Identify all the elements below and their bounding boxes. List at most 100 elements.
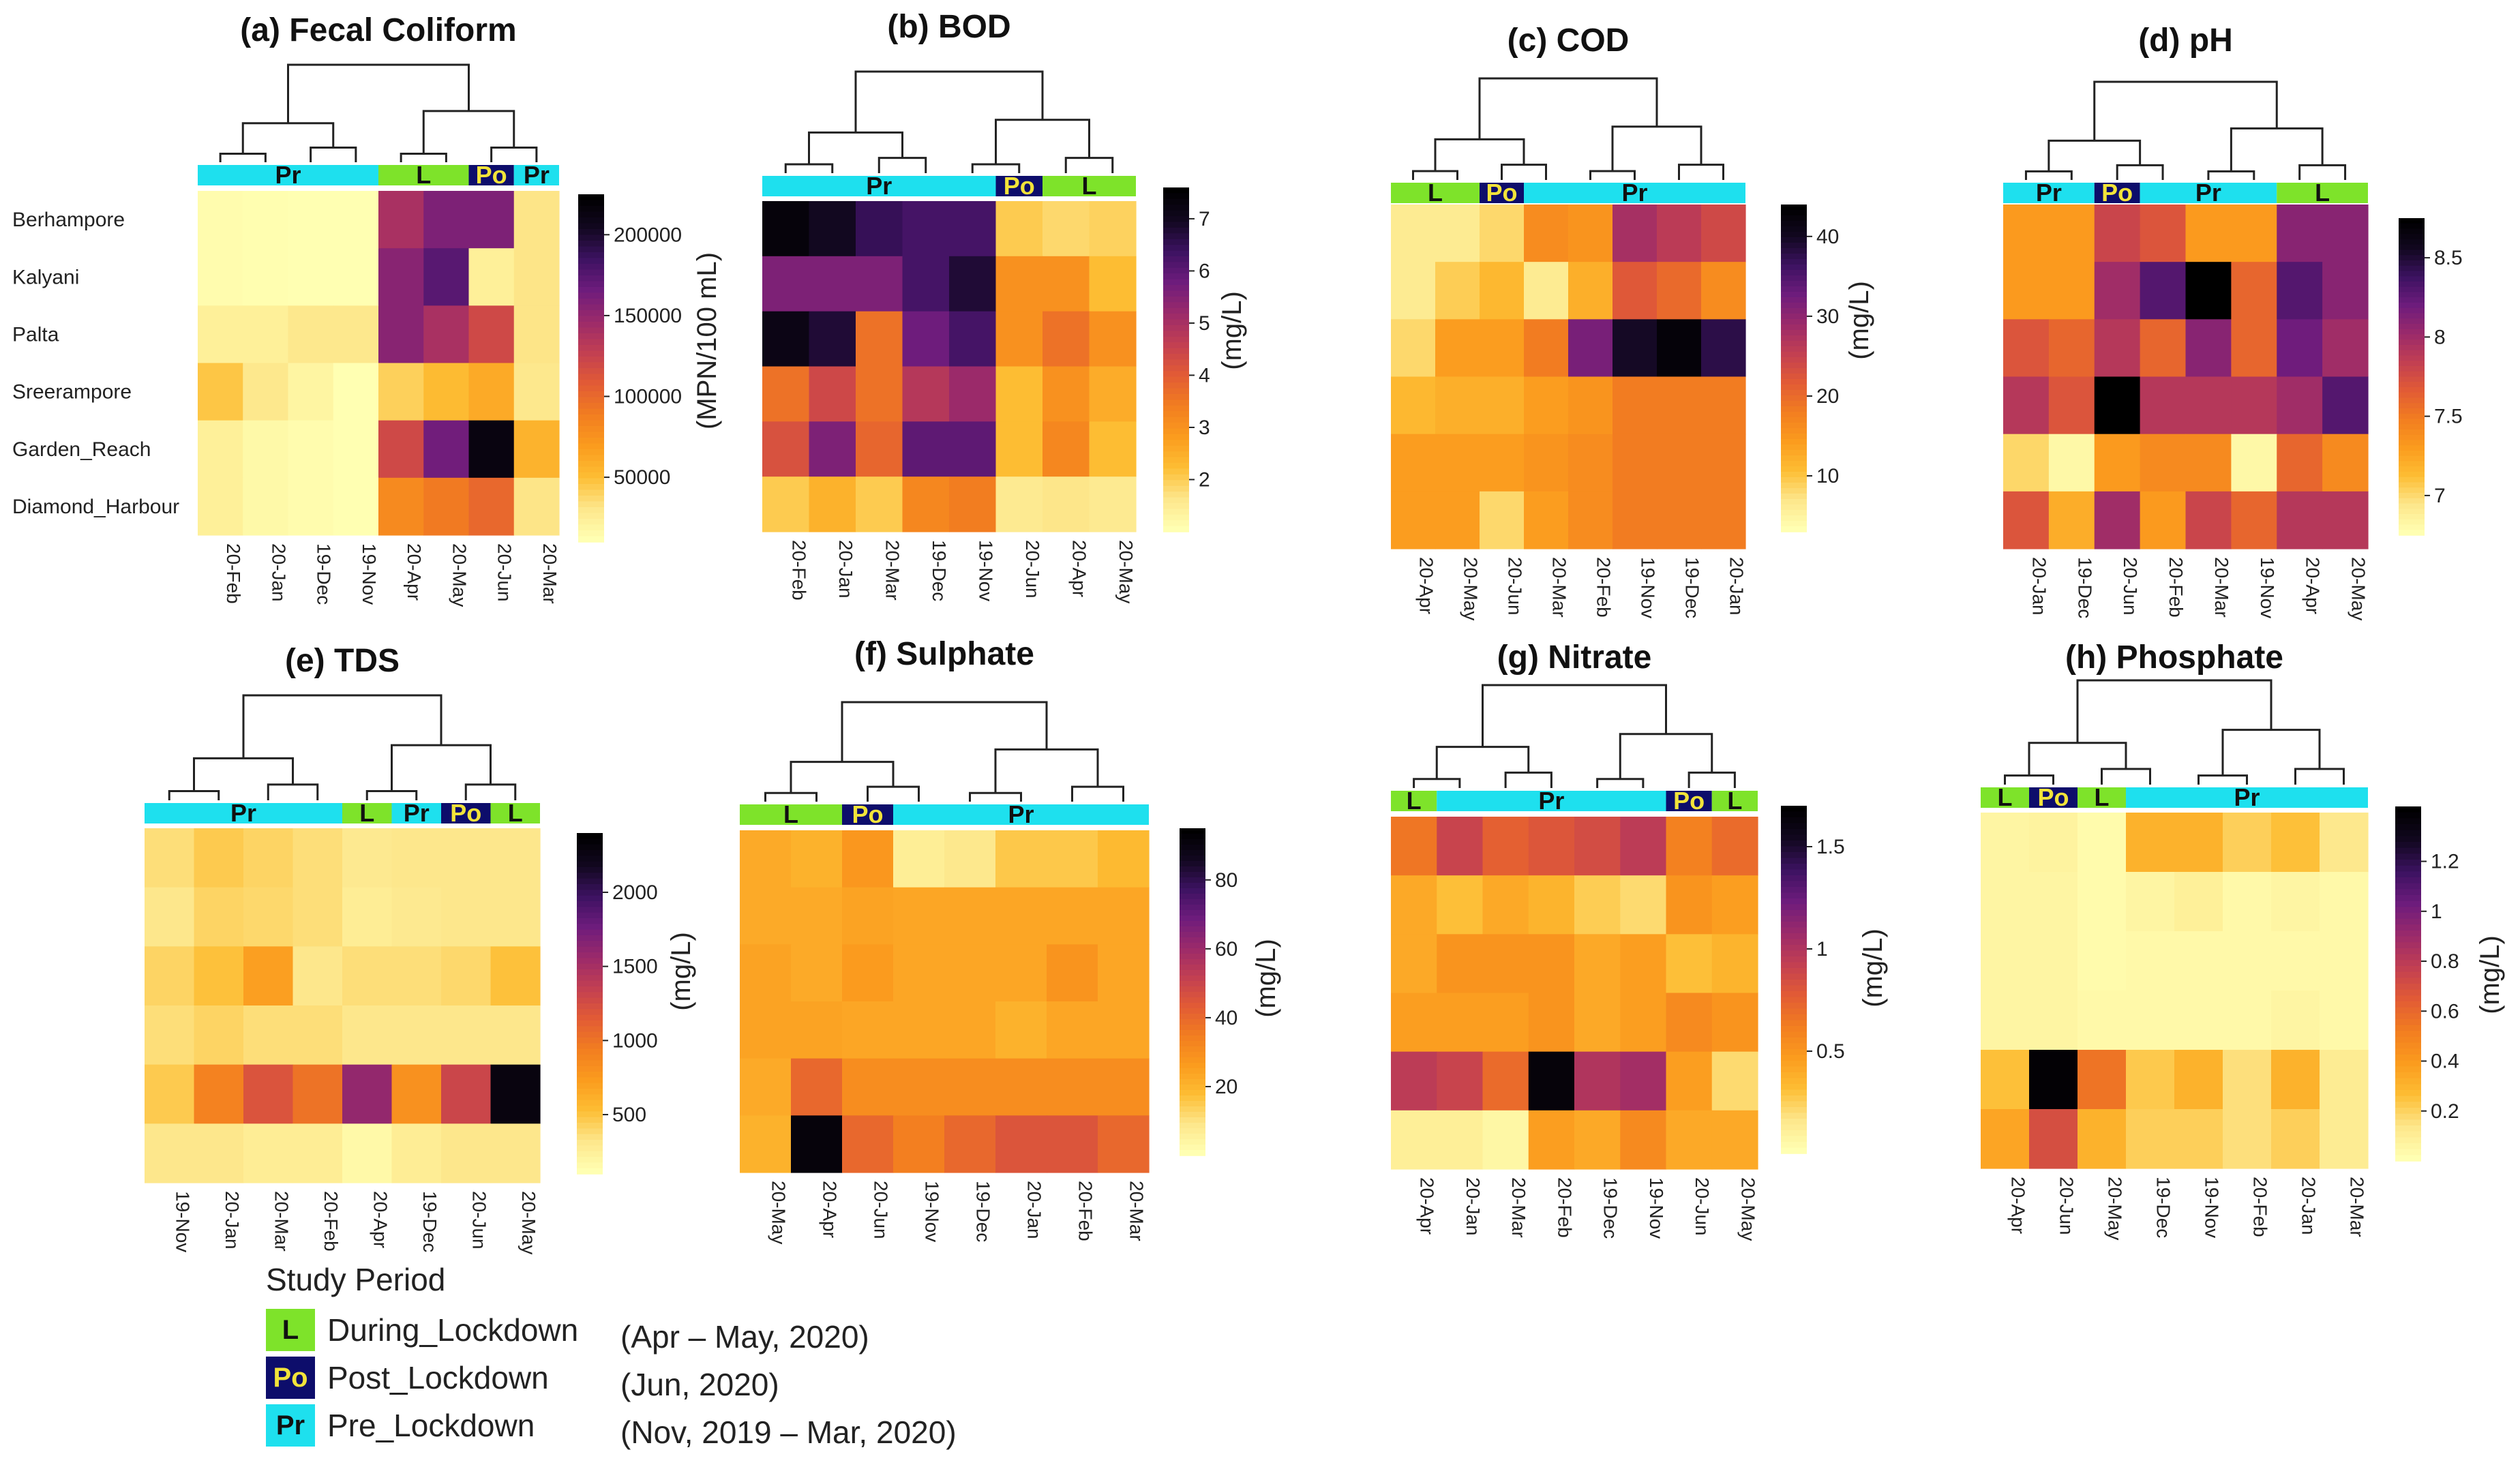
column-label: 19-Dec xyxy=(929,540,950,601)
colorbar-step xyxy=(1781,1049,1807,1056)
colorbar-step xyxy=(1180,877,1205,883)
heatmap-cell xyxy=(441,946,492,1006)
colorbar-step xyxy=(2395,812,2421,819)
heatmap-cell xyxy=(740,1115,792,1173)
heatmap-cell xyxy=(2185,262,2232,320)
colorbar-step xyxy=(1781,341,1807,347)
colorbar-step xyxy=(2395,984,2421,990)
heatmap-cell xyxy=(423,191,470,249)
heatmap-cell xyxy=(791,944,843,1002)
heatmap-cell xyxy=(1620,993,1667,1053)
heatmap-cell xyxy=(995,421,1043,477)
colorbar-step xyxy=(2399,276,2425,282)
heatmap-cell xyxy=(1528,993,1575,1053)
heatmap-cell xyxy=(2322,262,2369,320)
heatmap-cell xyxy=(490,946,541,1006)
colorbar-step xyxy=(1163,187,1189,194)
colorbar-tick-label: 0.4 xyxy=(2431,1050,2459,1073)
colorbar-step xyxy=(577,856,603,862)
column-label: 20-Apr xyxy=(370,1191,391,1248)
colorbar-step xyxy=(2395,931,2421,937)
column-label: 20-Mar xyxy=(1508,1177,1529,1238)
colorbar-step xyxy=(577,963,603,970)
colorbar-step xyxy=(1781,466,1807,472)
colorbar-step xyxy=(577,969,603,976)
heatmap-cell xyxy=(1437,1110,1484,1170)
heatmap-cell xyxy=(292,828,343,888)
heatmap-cell xyxy=(2094,319,2141,378)
legend-swatch-po: Po xyxy=(266,1357,315,1399)
colorbar: 2 3 4 5 6 7 xyxy=(1163,187,1210,532)
colorbar-step xyxy=(578,223,604,230)
colorbar-step xyxy=(1180,1046,1205,1053)
heatmap-cell xyxy=(1701,262,1746,320)
colorbar-step xyxy=(2399,419,2425,425)
colorbar-step xyxy=(1781,985,1807,992)
colorbar-step xyxy=(2395,1060,2421,1068)
heatmap-cell xyxy=(893,1115,945,1173)
colorbar-step xyxy=(2395,1108,2421,1115)
colorbar-step xyxy=(577,1065,603,1072)
heatmap-cell xyxy=(2078,813,2127,873)
colorbar-step xyxy=(1180,997,1205,1003)
colorbar-step xyxy=(2395,1048,2421,1055)
heatmap-cell xyxy=(391,1123,442,1183)
group-bar-label: Pr xyxy=(2195,179,2221,207)
colorbar-step xyxy=(2395,1113,2421,1121)
heatmap-cell xyxy=(1657,376,1702,435)
heatmap-cell xyxy=(1480,434,1525,492)
heatmap-cell xyxy=(1391,1110,1437,1170)
column-label: 20-Feb xyxy=(320,1191,342,1252)
heatmap-cell xyxy=(1524,262,1569,320)
heatmap-cell xyxy=(2322,376,2369,435)
colorbar-step xyxy=(1163,451,1189,458)
colorbar-step xyxy=(1781,806,1807,813)
heatmap-cell xyxy=(1620,1110,1667,1170)
colorbar-step xyxy=(2395,954,2421,961)
colorbar-step xyxy=(1163,423,1189,429)
colorbar-step xyxy=(577,873,603,879)
colorbar-step xyxy=(2395,1042,2421,1050)
colorbar-step xyxy=(2399,282,2425,288)
column-label: 20-Mar xyxy=(882,540,903,601)
dendrogram-link xyxy=(219,152,267,162)
colorbar-step xyxy=(2399,297,2425,303)
colorbar-step xyxy=(578,211,604,218)
colorbar-step xyxy=(577,861,603,868)
group-bar-segment xyxy=(468,165,514,185)
group-bar-label: L xyxy=(783,800,798,828)
colorbar-step xyxy=(2399,345,2425,351)
heatmap-cell xyxy=(1981,872,2030,932)
heatmap-cell xyxy=(1482,817,1529,876)
dendrogram-link xyxy=(1687,771,1736,788)
heatmap-cell xyxy=(2140,376,2187,435)
colorbar-step xyxy=(1781,210,1807,216)
heatmap-cell xyxy=(1391,934,1437,994)
heatmap-cell xyxy=(1981,931,2030,991)
column-label: 20-Jan xyxy=(1726,557,1747,616)
colorbar-step xyxy=(2395,889,2421,896)
colorbar-step xyxy=(2395,1155,2421,1162)
unit-label: (mg/L) xyxy=(2475,935,2505,1014)
colorbar-step xyxy=(2399,292,2425,299)
colorbar-step xyxy=(1163,509,1189,515)
colorbar-step xyxy=(1781,357,1807,363)
heatmap-cell xyxy=(2322,434,2369,492)
colorbar-step xyxy=(1180,894,1205,900)
colorbar-step xyxy=(2395,948,2421,955)
colorbar-step xyxy=(1163,399,1189,406)
colorbar-step xyxy=(1180,856,1205,862)
heatmap-cell xyxy=(809,477,856,532)
heatmap-cell xyxy=(468,248,515,306)
heatmap-cell xyxy=(243,1005,294,1065)
group-bar-label: L xyxy=(2315,179,2330,207)
colorbar-step xyxy=(2399,286,2425,293)
colorbar-step xyxy=(1781,461,1807,467)
dendrogram-link xyxy=(1434,138,1525,171)
colorbar-step xyxy=(1781,292,1807,298)
heatmap-cell xyxy=(2094,491,2141,549)
colorbar-step xyxy=(1781,1136,1807,1143)
colorbar-step xyxy=(1781,1038,1807,1044)
colorbar-tick-label: 7 xyxy=(1199,208,1210,230)
colorbar-step xyxy=(1781,852,1807,859)
